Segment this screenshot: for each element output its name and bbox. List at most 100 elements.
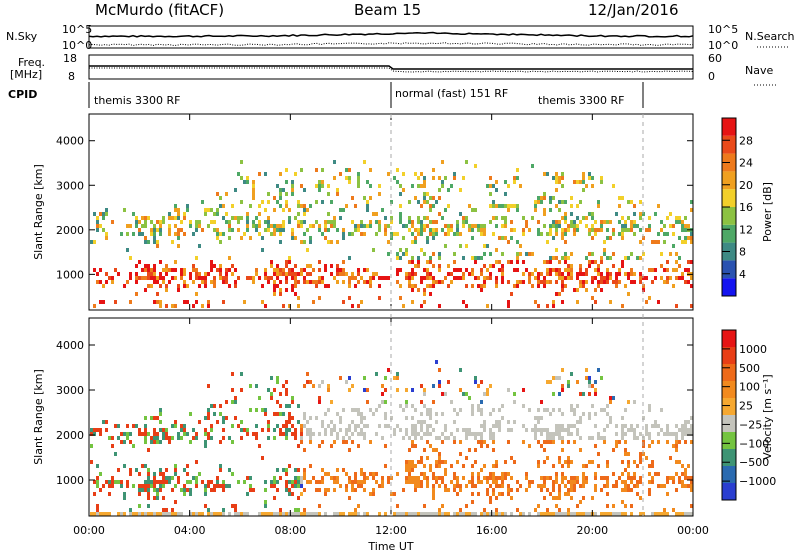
heatmap-cell bbox=[522, 388, 525, 392]
heatmap-cell bbox=[282, 220, 285, 224]
heatmap-cell bbox=[513, 204, 516, 208]
heatmap-cell bbox=[393, 512, 396, 516]
heatmap-cell bbox=[369, 168, 372, 172]
heatmap-cell bbox=[276, 412, 279, 416]
heatmap-cell bbox=[552, 376, 555, 380]
heatmap-cell bbox=[354, 512, 357, 516]
heatmap-cell bbox=[528, 280, 531, 284]
colorbar-tick-label: 4 bbox=[739, 268, 746, 281]
heatmap-cell bbox=[204, 284, 207, 288]
heatmap-cell bbox=[315, 220, 318, 224]
heatmap-cell bbox=[312, 384, 315, 388]
heatmap-cell bbox=[621, 232, 624, 236]
heatmap-cell bbox=[582, 180, 585, 184]
heatmap-cell bbox=[396, 272, 399, 276]
heatmap-cell bbox=[330, 272, 333, 276]
heatmap-cell bbox=[120, 432, 123, 436]
heatmap-cell bbox=[396, 388, 399, 392]
heatmap-cell bbox=[138, 220, 141, 224]
heatmap-cell bbox=[663, 508, 666, 512]
heatmap-cell bbox=[246, 180, 249, 184]
heatmap-cell bbox=[465, 284, 468, 288]
heatmap-cell bbox=[228, 284, 231, 288]
heatmap-cell bbox=[681, 220, 684, 224]
heatmap-cell bbox=[351, 232, 354, 236]
heatmap-cell bbox=[294, 432, 297, 436]
heatmap-cell bbox=[399, 192, 402, 196]
heatmap-cell bbox=[159, 272, 162, 276]
heatmap-cell bbox=[537, 504, 540, 508]
heatmap-cell bbox=[453, 260, 456, 264]
heatmap-cell bbox=[138, 504, 141, 508]
heatmap-cell bbox=[420, 412, 423, 416]
heatmap-cell bbox=[405, 224, 408, 228]
heatmap-cell bbox=[147, 480, 150, 484]
heatmap-cell bbox=[114, 300, 117, 304]
heatmap-cell bbox=[402, 436, 405, 440]
heatmap-cell bbox=[366, 180, 369, 184]
heatmap-cell bbox=[690, 200, 693, 204]
heatmap-cell bbox=[516, 260, 519, 264]
heatmap-cell bbox=[417, 220, 420, 224]
heatmap-cell bbox=[555, 376, 558, 380]
heatmap-cell bbox=[681, 512, 684, 516]
heatmap-cell bbox=[531, 284, 534, 288]
heatmap-cell bbox=[630, 476, 633, 480]
heatmap-cell bbox=[591, 228, 594, 232]
heatmap-cell bbox=[267, 220, 270, 224]
heatmap-cell bbox=[648, 488, 651, 492]
heatmap-cell bbox=[189, 276, 192, 280]
heatmap-cell bbox=[147, 512, 150, 516]
heatmap-cell bbox=[180, 228, 183, 232]
heatmap-cell bbox=[171, 276, 174, 280]
heatmap-cell bbox=[279, 428, 282, 432]
heatmap-cell bbox=[486, 276, 489, 280]
heatmap-cell bbox=[240, 436, 243, 440]
heatmap-cell bbox=[672, 268, 675, 272]
heatmap-cell bbox=[153, 432, 156, 436]
heatmap-cell bbox=[690, 232, 693, 236]
heatmap-cell bbox=[411, 220, 414, 224]
heatmap-cell bbox=[96, 280, 99, 284]
heatmap-cell bbox=[549, 200, 552, 204]
heatmap-cell bbox=[606, 484, 609, 488]
heatmap-cell bbox=[690, 236, 693, 240]
heatmap-cell bbox=[294, 272, 297, 276]
colorbar-tick-label: 20 bbox=[739, 179, 753, 192]
heatmap-cell bbox=[471, 404, 474, 408]
heatmap-cell bbox=[297, 280, 300, 284]
heatmap-cell bbox=[294, 508, 297, 512]
heatmap-cell bbox=[195, 460, 198, 464]
heatmap-cell bbox=[474, 432, 477, 436]
heatmap-cell bbox=[288, 220, 291, 224]
heatmap-cell bbox=[273, 388, 276, 392]
heatmap-cell bbox=[213, 404, 216, 408]
heatmap-cell bbox=[138, 232, 141, 236]
heatmap-cell bbox=[621, 512, 624, 516]
heatmap-cell bbox=[210, 512, 213, 516]
heatmap-cell bbox=[423, 268, 426, 272]
heatmap-cell bbox=[675, 436, 678, 440]
heatmap-cell bbox=[576, 216, 579, 220]
heatmap-cell bbox=[360, 220, 363, 224]
heatmap-cell bbox=[585, 256, 588, 260]
heatmap-cell bbox=[135, 276, 138, 280]
heatmap-cell bbox=[342, 512, 345, 516]
heatmap-cell bbox=[576, 204, 579, 208]
time-axis-ticks: 00:00 04:00 08:00 12:00 16:00 20:00 00:00 bbox=[73, 114, 709, 537]
heatmap-cell bbox=[255, 424, 258, 428]
heatmap-cell bbox=[285, 280, 288, 284]
heatmap-cell bbox=[219, 440, 222, 444]
heatmap-cell bbox=[426, 216, 429, 220]
heatmap-cell bbox=[621, 236, 624, 240]
colorbar-swatch bbox=[722, 483, 736, 500]
heatmap-cell bbox=[438, 484, 441, 488]
heatmap-cell bbox=[207, 304, 210, 308]
heatmap-cell bbox=[588, 436, 591, 440]
heatmap-cell bbox=[573, 224, 576, 228]
heatmap-cell bbox=[333, 488, 336, 492]
heatmap-cell bbox=[456, 232, 459, 236]
heatmap-cell bbox=[603, 220, 606, 224]
heatmap-cell bbox=[204, 428, 207, 432]
heatmap-cell bbox=[675, 276, 678, 280]
